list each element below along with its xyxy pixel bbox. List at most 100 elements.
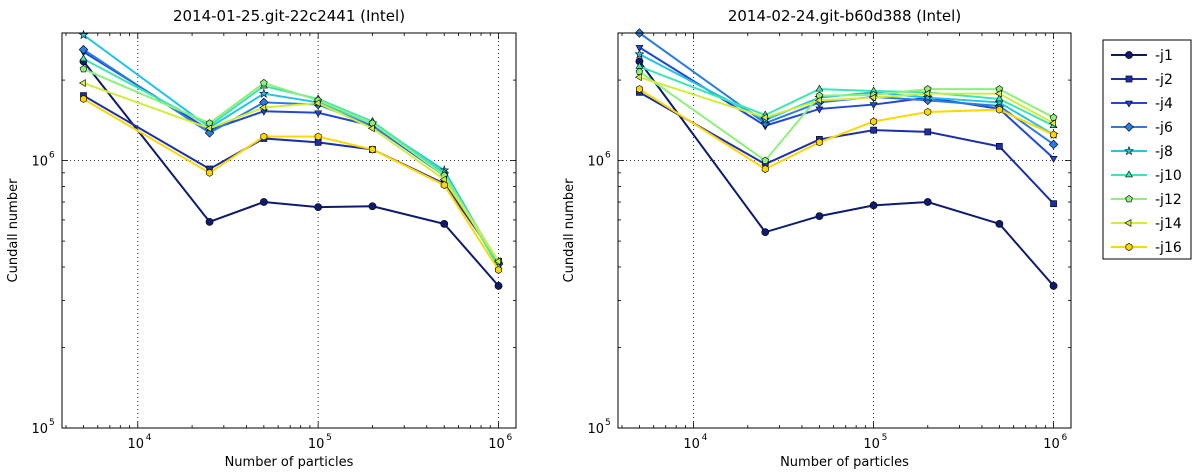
data-point <box>205 217 214 226</box>
x-tick-exponent: 4 <box>146 433 152 443</box>
data-point <box>924 128 932 136</box>
y-axis-label: Cundall number <box>6 178 21 283</box>
legend-entry: -j6 <box>1111 120 1173 136</box>
x-tick-label: 10 <box>683 437 700 452</box>
y-tick-label: 10 <box>31 155 48 170</box>
data-point <box>995 94 1004 102</box>
data-point <box>494 281 503 290</box>
legend-entry: -j14 <box>1111 216 1182 232</box>
y-tick-label: 10 <box>31 422 48 437</box>
data-point <box>79 54 88 62</box>
plot-frame <box>617 32 1072 429</box>
data-point <box>1049 156 1058 163</box>
legend-label: -j16 <box>1155 240 1182 256</box>
data-point <box>869 201 878 210</box>
series-group <box>78 29 504 290</box>
legend-marker <box>1125 100 1133 108</box>
data-point <box>869 93 876 102</box>
data-point <box>996 143 1003 150</box>
x-tick-exponent: 5 <box>326 433 332 443</box>
y-tick-exponent: 5 <box>49 418 55 428</box>
data-point <box>313 99 321 108</box>
legend-marker <box>1125 243 1133 251</box>
data-point <box>636 85 643 94</box>
legend-label: -j2 <box>1155 72 1173 88</box>
data-point <box>635 45 644 52</box>
legend-marker <box>1125 195 1133 203</box>
data-point <box>259 103 267 112</box>
y-axis-label: Cundall number <box>562 178 577 283</box>
x-axis-label: Number of particles <box>780 455 909 470</box>
data-point <box>869 102 878 110</box>
data-point <box>924 108 932 116</box>
data-point <box>258 88 269 98</box>
legend-label: -j4 <box>1155 96 1173 112</box>
data-point <box>78 44 89 55</box>
legend-marker <box>1124 219 1132 227</box>
data-point <box>760 113 768 122</box>
y-tick-exponent: 5 <box>605 418 611 428</box>
y-tick-label: 10 <box>587 155 604 170</box>
legend-label: -j8 <box>1155 144 1173 160</box>
x-tick-exponent: 4 <box>702 433 708 443</box>
data-point <box>923 89 931 98</box>
data-point <box>367 124 375 133</box>
data-point <box>815 212 824 221</box>
legend-label: -j6 <box>1155 120 1173 136</box>
data-point <box>78 79 86 87</box>
series-j14 <box>634 73 1056 128</box>
data-point <box>314 203 323 211</box>
data-point <box>493 257 501 266</box>
data-point <box>761 156 770 164</box>
legend: -j1 -j2 -j4 -j6 -j8 -j10 -j12 -j14 -j16 <box>1102 39 1192 260</box>
legend-marker <box>1124 145 1134 156</box>
data-point <box>206 168 213 177</box>
data-point <box>815 138 823 147</box>
x-tick-exponent: 6 <box>507 433 513 443</box>
data-point <box>995 219 1004 228</box>
series-j1 <box>79 57 503 290</box>
x-tick-label: 10 <box>308 437 325 452</box>
data-point <box>259 198 268 206</box>
data-point <box>1048 139 1059 150</box>
data-point <box>1049 119 1056 128</box>
data-point <box>1049 113 1058 121</box>
x-tick-exponent: 5 <box>882 433 888 443</box>
legend-entry: -j4 <box>1111 96 1173 112</box>
data-point <box>79 65 88 73</box>
data-point <box>260 79 268 87</box>
data-point <box>205 124 212 133</box>
data-point <box>314 110 323 118</box>
legend-label: -j14 <box>1155 216 1182 232</box>
data-point <box>1049 281 1058 290</box>
x-tick-label: 10 <box>488 437 505 452</box>
series-j12 <box>79 65 503 265</box>
data-point <box>369 145 376 154</box>
legend-label: -j10 <box>1155 168 1182 184</box>
data-point <box>80 95 87 103</box>
data-point <box>314 132 322 141</box>
data-point <box>922 92 933 102</box>
series-j16 <box>80 95 502 274</box>
data-point <box>870 117 878 126</box>
x-tick-label: 10 <box>128 437 145 452</box>
legend-marker <box>1125 51 1133 59</box>
legend-entry: -j10 <box>1111 168 1182 184</box>
data-point <box>78 29 89 40</box>
legend-entry: -j2 <box>1111 72 1173 88</box>
legend-label: -j12 <box>1155 192 1182 208</box>
legend-label: -j1 <box>1155 48 1173 64</box>
data-point <box>634 48 645 59</box>
chart-title: 2014-02-24.git-b60d388 (Intel) <box>728 7 961 25</box>
series-j14 <box>78 79 501 266</box>
chart-title: 2014-01-25.git-22c2441 (Intel) <box>173 7 405 25</box>
x-tick-exponent: 6 <box>1062 433 1068 443</box>
data-point <box>814 96 822 105</box>
y-tick-exponent: 6 <box>49 151 55 161</box>
series-j1 <box>635 57 1058 290</box>
plot-frame <box>61 32 517 429</box>
data-point <box>1050 130 1057 139</box>
